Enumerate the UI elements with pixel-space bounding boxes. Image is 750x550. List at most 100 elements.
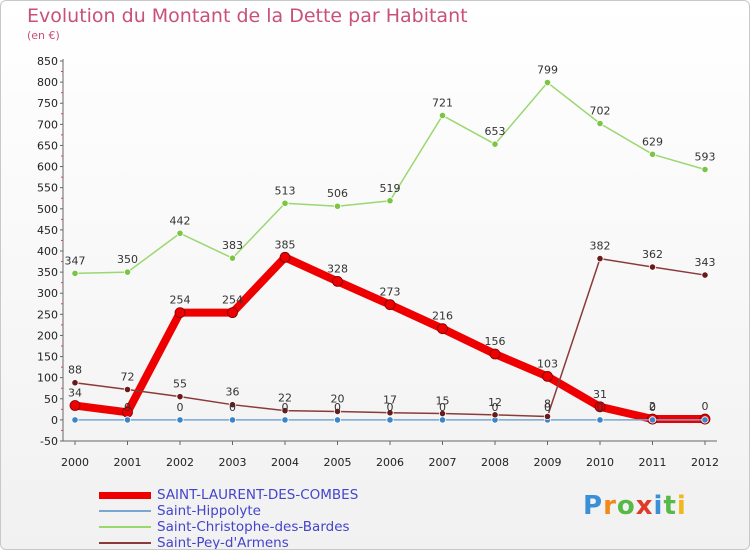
data-point [332,275,343,287]
data-point [438,416,447,424]
y-tick-label: 150 [37,351,58,364]
data-point [333,407,342,416]
chart-title: Evolution du Montant de la Dette par Hab… [27,5,468,27]
data-label: 72 [121,370,135,383]
data-label: 506 [327,187,348,200]
data-point [543,412,552,421]
x-tick-label: 2010 [586,456,614,469]
data-label: 629 [642,135,663,148]
data-point [596,119,604,128]
data-point [333,416,342,424]
data-label: 0 [334,401,341,414]
data-label: 156 [485,335,506,348]
y-tick-label: 300 [37,287,58,300]
data-label: 0 [229,401,236,414]
logo-letter: t [663,491,677,521]
y-tick-label: 850 [37,55,58,68]
data-label: 31 [593,388,607,401]
data-point [384,299,396,311]
data-label: 17 [383,394,397,407]
legend-swatch [99,542,151,544]
x-tick-label: 2001 [114,456,142,469]
data-point [438,111,447,120]
chart-subtitle: (en €) [27,29,60,42]
data-point [701,271,709,279]
data-label: 0 [597,401,604,414]
y-tick-label: 700 [37,118,58,131]
data-point [543,78,552,87]
data-point [123,385,132,394]
x-tick-label: 2006 [376,456,404,469]
logo-letter: x [635,491,654,521]
data-label: 442 [170,214,191,227]
data-label: 382 [590,240,611,253]
data-label: 15 [436,395,450,408]
data-label: 88 [68,364,82,377]
y-tick-label: 200 [37,329,58,342]
data-point [281,406,289,415]
data-point [542,370,553,382]
data-label: 385 [275,238,296,251]
legend-label: Saint-Pey-d'Armens [157,535,289,550]
data-label: 254 [222,294,243,307]
data-label: 593 [695,151,716,164]
x-tick-label: 2002 [166,456,194,469]
y-tick-label: 500 [37,203,58,216]
legend-swatch [99,491,151,499]
data-label: 347 [65,254,86,267]
logo-letter: P [583,491,604,521]
data-label: 0 [649,401,656,414]
data-point [71,416,79,424]
data-point [71,379,79,387]
data-point [123,268,132,276]
y-tick-label: 650 [37,139,58,152]
data-label: 721 [432,96,453,109]
logo-letter: i [676,491,687,521]
data-point [437,323,448,335]
data-point [333,202,342,210]
legend-label: Saint-Christophe-des-Bardes [157,519,350,535]
data-point [227,307,238,319]
data-point [176,393,184,401]
data-point [438,409,447,418]
y-tick-label: 450 [37,224,58,237]
data-label: 0 [702,400,709,413]
data-point [386,416,394,424]
data-label: 20 [331,392,345,405]
x-tick-label: 2007 [429,456,457,469]
y-tick-label: -50 [40,435,58,448]
data-point [281,199,289,207]
data-label: 513 [275,184,296,197]
data-label: 0 [177,401,184,414]
data-point [279,251,291,263]
data-label: 799 [537,64,558,77]
data-point [69,400,81,411]
data-point [594,401,606,413]
series-line [74,81,706,275]
y-tick-label: 250 [37,308,58,321]
x-tick-label: 2003 [219,456,247,469]
data-label: 55 [173,378,187,391]
data-point [596,255,604,263]
x-tick-label: 2011 [639,456,667,469]
data-label: 350 [117,253,138,266]
x-tick-label: 2008 [481,456,509,469]
data-point [491,411,499,419]
data-label: 343 [695,256,716,269]
data-point [123,416,132,424]
data-label: 36 [226,386,240,399]
data-point [228,254,237,262]
data-point [176,229,184,237]
logo-letter: r [603,491,617,521]
data-label: 22 [278,392,292,405]
data-point [228,416,237,424]
data-label: 519 [380,182,401,195]
data-label: 103 [537,357,558,370]
data-label: 328 [327,262,348,275]
data-label: 653 [485,125,506,138]
data-label: 2 [649,400,656,413]
data-point [491,140,499,148]
data-point [386,409,394,417]
data-label: 216 [432,310,453,323]
